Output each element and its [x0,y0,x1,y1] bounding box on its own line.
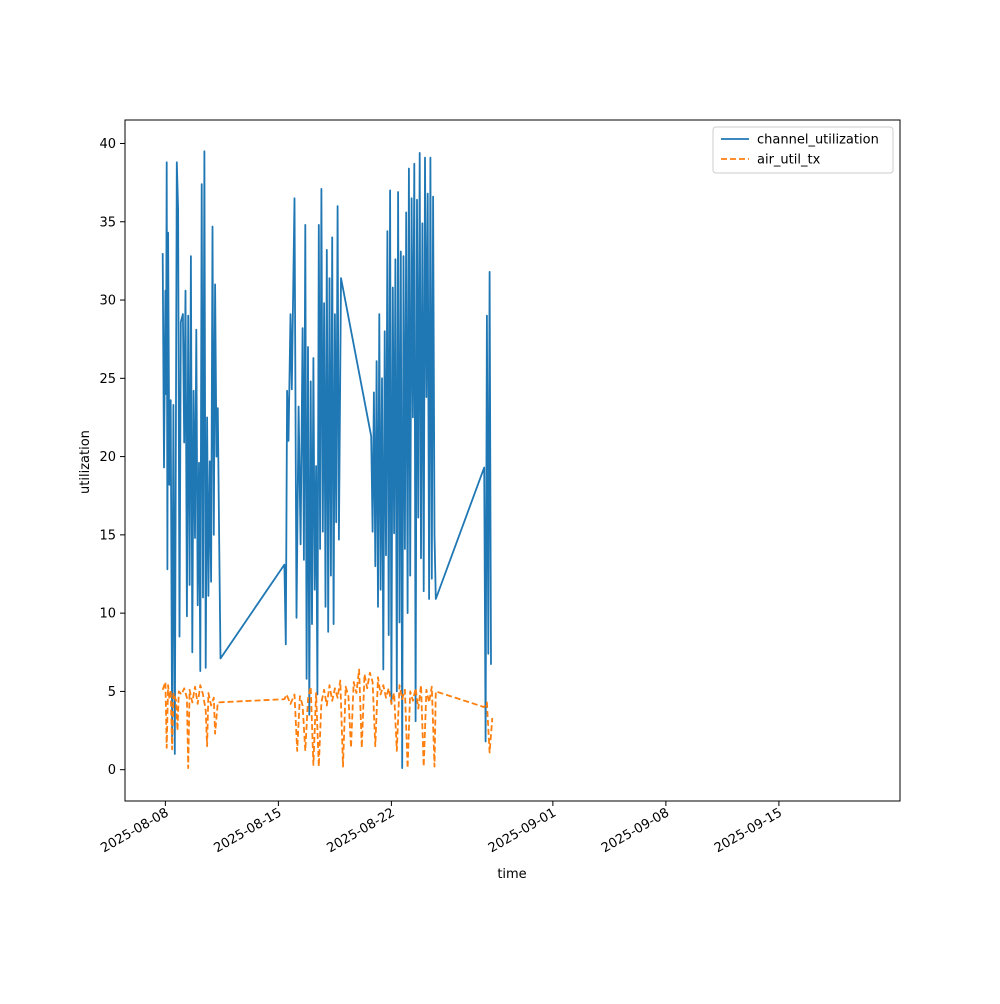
legend-label: channel_utilization [757,133,879,148]
y-tick-label: 25 [99,372,116,387]
y-tick-label: 15 [99,528,116,543]
legend-label: air_util_tx [757,153,821,168]
series-line-channel_utilization [161,150,492,769]
y-tick-label: 0 [108,763,116,778]
y-tick-label: 40 [99,137,116,152]
y-tick-label: 30 [99,294,116,309]
y-tick-label: 10 [99,607,116,622]
legend: channel_utilization air_util_tx [712,126,894,174]
y-tick-label: 20 [99,450,116,465]
y-tick-label: 5 [108,685,116,700]
y-axis: 0 5 10 15 20 25 30 35 40 [99,137,125,778]
legend-box [712,126,894,174]
y-tick-label: 35 [99,215,116,230]
plot-frame [124,119,901,802]
x-axis-label: time [497,867,526,882]
y-axis-label: utilization [78,430,93,494]
series-layer [161,150,494,769]
series-line-air_util_tx [161,668,494,769]
